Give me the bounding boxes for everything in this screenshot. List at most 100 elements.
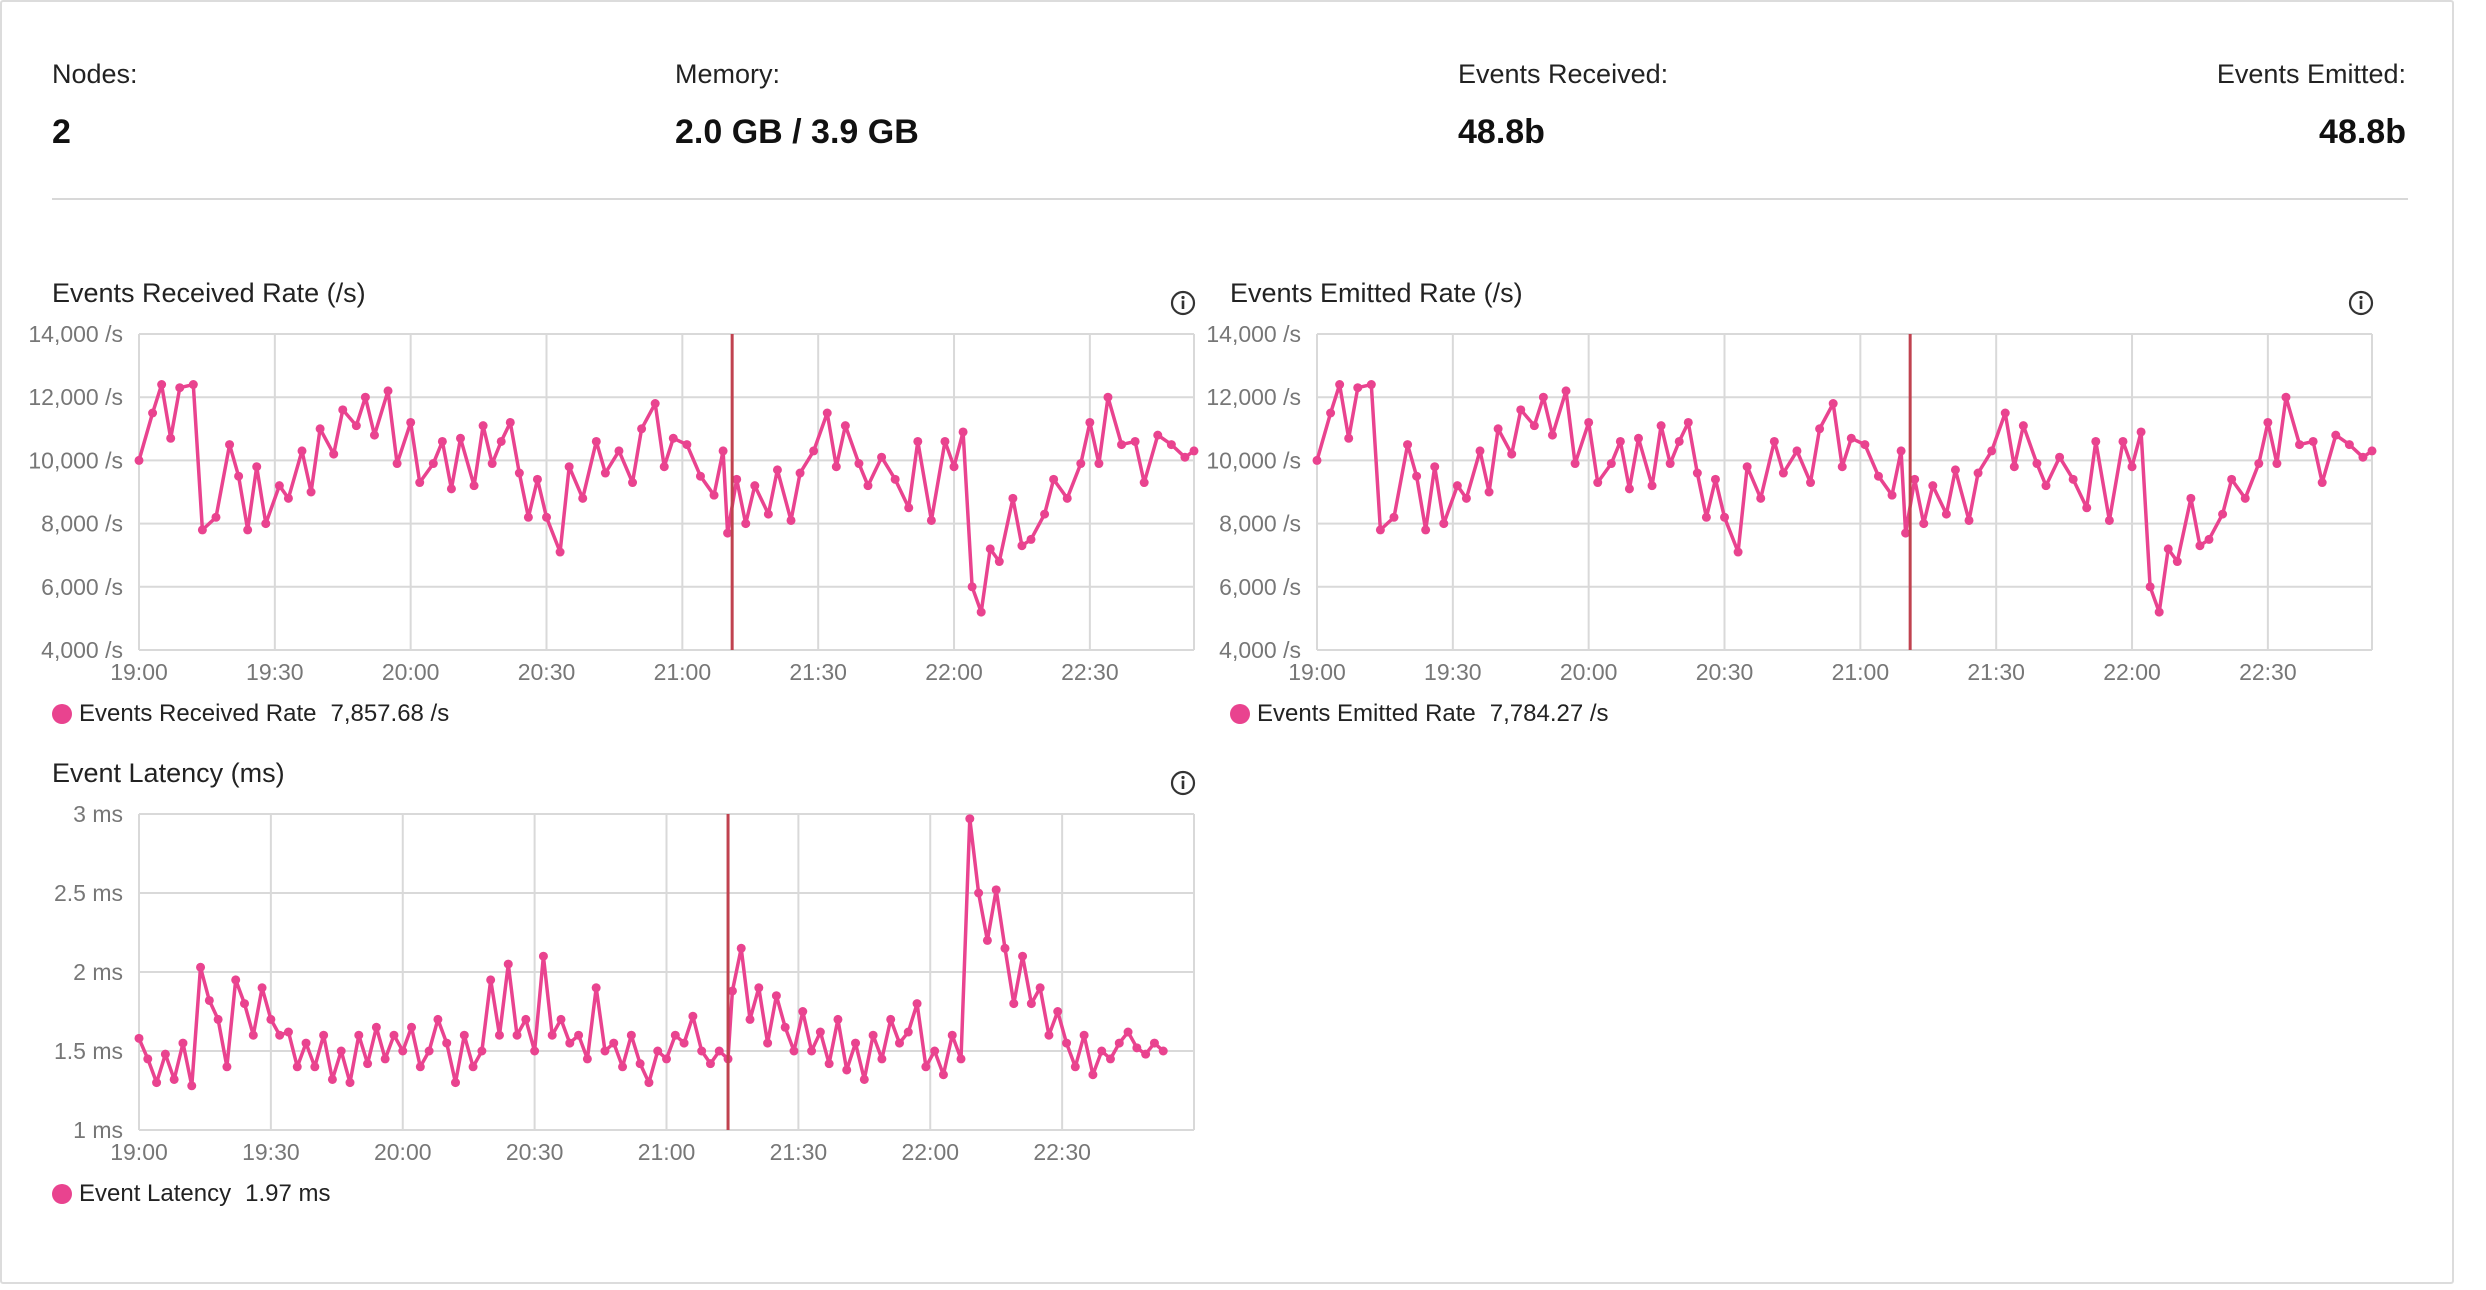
data-point	[360, 392, 370, 402]
data-point	[315, 424, 325, 434]
data-point	[1656, 421, 1666, 431]
data-point	[1403, 440, 1413, 450]
data-point	[252, 462, 262, 472]
data-point	[1088, 1070, 1098, 1080]
x-tick-label: 19:30	[246, 659, 304, 685]
info-icon[interactable]	[2346, 288, 2376, 318]
chart-plot[interactable]: 14,000 /s 12,000 /s 10,000 /s 8,000 /s 6,000…	[28, 321, 1222, 692]
data-point	[196, 962, 206, 972]
data-point	[437, 436, 447, 446]
info-icon[interactable]	[1168, 288, 1198, 318]
x-tick-label: 21:30	[789, 659, 847, 685]
data-point	[824, 1059, 834, 1069]
data-point	[555, 547, 565, 557]
data-point	[407, 1022, 417, 1032]
data-point	[851, 1038, 861, 1048]
data-point	[1062, 493, 1072, 503]
data-point	[688, 1011, 698, 1021]
data-point	[591, 983, 601, 993]
data-point	[1040, 509, 1050, 519]
data-point	[478, 421, 488, 431]
data-point	[1529, 421, 1539, 431]
data-point	[1017, 541, 1027, 551]
x-tick-label: 22:00	[2103, 659, 2161, 685]
data-point	[1828, 399, 1838, 409]
data-point	[1950, 465, 1960, 475]
data-point	[380, 1054, 390, 1064]
data-point	[695, 471, 705, 481]
data-point	[894, 1038, 904, 1048]
data-point	[134, 455, 144, 465]
data-point	[600, 1046, 610, 1056]
data-point	[1123, 1027, 1133, 1037]
data-point	[1624, 484, 1634, 494]
data-point	[1987, 446, 1997, 456]
data-point	[958, 427, 968, 437]
data-point	[1366, 380, 1376, 390]
y-tick-label: 10,000 /s	[1206, 447, 1301, 473]
data-point	[521, 1014, 531, 1024]
chart-legend: Event Latency 1.97 ms	[52, 1180, 330, 1208]
data-point	[547, 1030, 557, 1040]
x-tick-label: 21:30	[770, 1139, 828, 1165]
data-point	[1026, 534, 1036, 544]
data-point	[2358, 452, 2368, 462]
info-icon[interactable]	[1168, 768, 1198, 798]
data-point	[1547, 430, 1557, 440]
data-point	[1896, 446, 1906, 456]
data-point	[1421, 525, 1431, 535]
data-point	[134, 1033, 144, 1043]
x-tick-label: 20:00	[374, 1139, 432, 1165]
data-point	[275, 1030, 285, 1040]
chart-plot[interactable]: 14,000 /s 12,000 /s 10,000 /s 8,000 /s 6,000…	[1206, 321, 2400, 692]
x-tick-label: 22:30	[1061, 659, 1119, 685]
data-point	[2118, 436, 2128, 446]
data-point	[2344, 440, 2354, 450]
data-point	[609, 1038, 619, 1048]
data-point	[1452, 481, 1462, 491]
data-point	[967, 582, 977, 592]
x-tick-label: 19:00	[110, 659, 168, 685]
data-point	[523, 512, 533, 522]
data-point	[763, 509, 773, 519]
data-point	[175, 383, 185, 393]
y-tick-label: 14,000 /s	[28, 321, 123, 347]
data-point	[336, 1046, 346, 1056]
data-point	[1846, 433, 1856, 443]
data-point	[854, 459, 864, 469]
data-point	[157, 380, 167, 390]
data-point	[392, 459, 402, 469]
legend-series-name: Events Received Rate	[79, 700, 317, 727]
data-point	[705, 1059, 715, 1069]
data-point	[1683, 417, 1693, 427]
x-tick-label: 21:00	[1832, 659, 1890, 685]
data-point	[532, 474, 542, 484]
data-point	[1180, 452, 1190, 462]
y-tick-label: 10,000 /s	[28, 447, 123, 473]
data-point	[662, 1054, 671, 1064]
data-point	[297, 446, 307, 456]
data-point	[1484, 487, 1494, 497]
data-point	[2186, 493, 2196, 503]
memory-label: Memory:	[675, 59, 781, 89]
data-point	[714, 1046, 724, 1056]
x-tick-label: 20:00	[382, 659, 440, 685]
data-point	[327, 1074, 337, 1084]
data-point	[530, 1046, 540, 1056]
data-point	[1733, 547, 1743, 557]
data-point	[1928, 481, 1938, 491]
x-tick-label: 21:00	[638, 1139, 696, 1165]
data-point	[169, 1074, 179, 1084]
data-point	[538, 951, 548, 961]
data-point	[921, 1062, 931, 1072]
events-received-stat: Events Received: 48.8b	[1458, 56, 1668, 154]
data-point	[398, 1046, 408, 1056]
data-point	[433, 1014, 443, 1024]
data-point	[1105, 1054, 1115, 1064]
data-point	[635, 1059, 645, 1069]
data-point	[1873, 471, 1883, 481]
y-tick-label: 14,000 /s	[1206, 321, 1301, 347]
chart-title: Events Received Rate (/s)	[52, 278, 366, 308]
